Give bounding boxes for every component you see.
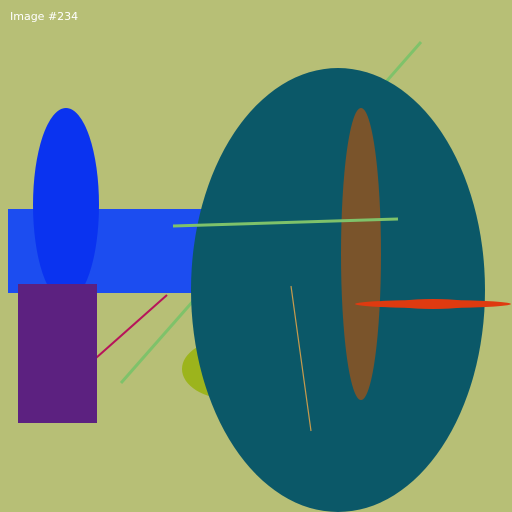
teal-ellipse [191, 68, 485, 512]
magenta-line [95, 294, 168, 359]
brown-ellipse [341, 108, 381, 400]
image-label: Image #234 [10, 10, 79, 23]
tan-line [290, 285, 312, 432]
green-horizontal-line [172, 217, 399, 228]
blue-ellipse [33, 108, 99, 302]
red-spindle-core [393, 299, 473, 309]
purple-rectangle [18, 284, 97, 423]
